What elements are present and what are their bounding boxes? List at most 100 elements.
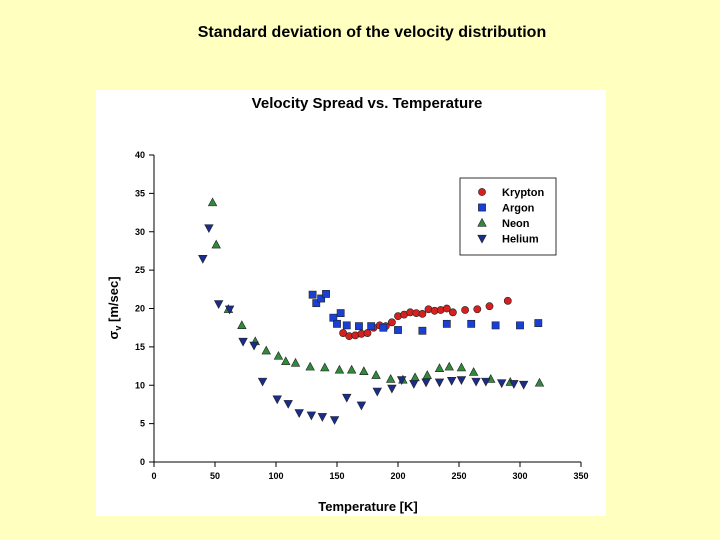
data-point-krypton xyxy=(418,309,427,318)
data-point-helium xyxy=(434,378,445,388)
legend-marker-neon xyxy=(477,217,487,227)
data-point-helium xyxy=(396,376,407,386)
data-point-helium xyxy=(342,393,352,403)
data-point-argon xyxy=(312,299,321,308)
data-point-neon xyxy=(534,377,545,387)
data-point-helium xyxy=(249,341,259,351)
data-point-krypton xyxy=(339,329,347,337)
y-axis-label-symbol: σ xyxy=(106,331,121,340)
data-point-argon xyxy=(491,321,500,330)
y-tick-label: 40 xyxy=(135,150,145,160)
data-point-argon xyxy=(355,322,363,331)
data-point-helium xyxy=(421,378,431,388)
series-argon xyxy=(308,290,543,335)
data-point-argon xyxy=(418,326,427,335)
data-point-helium xyxy=(238,337,248,347)
data-point-helium xyxy=(518,380,529,390)
data-point-argon xyxy=(342,321,351,330)
data-point-helium xyxy=(294,409,304,419)
y-tick-label: 35 xyxy=(135,188,145,198)
x-tick-label: 300 xyxy=(512,471,527,481)
data-point-neon xyxy=(281,356,291,366)
x-tick-label: 200 xyxy=(390,471,405,481)
data-point-helium xyxy=(471,377,481,387)
data-point-helium xyxy=(481,377,491,387)
data-point-helium xyxy=(213,300,224,310)
legend-label-neon: Neon xyxy=(502,218,530,230)
y-axis-label-subscript: v xyxy=(113,326,123,331)
legend: Krypton Argon Neon Helium xyxy=(459,177,557,256)
data-point-helium xyxy=(257,377,268,387)
data-point-argon xyxy=(442,319,451,328)
legend-label-krypton: Krypton xyxy=(502,187,544,199)
data-point-helium xyxy=(306,411,317,421)
data-point-neon xyxy=(273,350,284,360)
data-point-krypton xyxy=(387,318,396,327)
data-point-helium xyxy=(496,379,507,389)
y-tick-label: 20 xyxy=(135,304,145,314)
legend-marker-krypton xyxy=(478,188,486,196)
data-point-helium xyxy=(456,376,467,386)
data-point-neon xyxy=(305,361,315,371)
x-tick-label: 150 xyxy=(329,471,344,481)
data-point-helium xyxy=(204,224,214,234)
legend-marker-helium xyxy=(477,234,487,244)
data-point-helium xyxy=(198,255,208,264)
data-point-argon xyxy=(516,321,524,330)
data-point-neon xyxy=(237,320,247,329)
data-point-argon xyxy=(333,319,341,328)
data-point-krypton xyxy=(473,305,482,314)
data-point-helium xyxy=(509,380,519,389)
legend-marker-argon xyxy=(478,203,486,212)
data-point-argon xyxy=(336,309,345,318)
data-point-neon xyxy=(422,370,432,379)
data-point-neon xyxy=(346,364,357,374)
series-helium xyxy=(198,224,529,425)
x-tick-label: 0 xyxy=(151,471,156,481)
legend-box xyxy=(459,177,557,256)
data-point-argon xyxy=(394,326,402,334)
data-point-argon xyxy=(467,319,476,328)
data-point-neon xyxy=(371,370,381,379)
data-point-helium xyxy=(272,395,282,405)
data-point-helium xyxy=(224,305,235,315)
x-tick-label: 100 xyxy=(268,471,283,481)
data-point-helium xyxy=(283,400,293,409)
data-point-helium xyxy=(329,416,340,425)
data-point-neon xyxy=(320,362,330,372)
data-point-krypton xyxy=(461,306,469,314)
x-axis-label: Temperature [K] xyxy=(318,499,417,514)
chart-title: Velocity Spread vs. Temperature xyxy=(252,95,483,112)
chart-panel: Velocity Spread vs. Temperature 0 50 100 15… xyxy=(96,90,606,516)
y-axis-label: σv [m/sec] xyxy=(106,276,123,339)
data-point-argon xyxy=(367,322,376,331)
y-tick-label: 0 xyxy=(140,457,145,467)
data-point-argon xyxy=(317,294,326,303)
data-point-neon xyxy=(290,357,301,367)
data-point-krypton xyxy=(448,308,457,317)
data-point-neon xyxy=(261,345,271,355)
data-point-krypton xyxy=(442,304,451,313)
data-point-argon xyxy=(308,290,317,299)
data-point-helium xyxy=(409,380,419,389)
y-tick-label: 30 xyxy=(135,227,145,237)
y-tick-label: 5 xyxy=(140,419,145,429)
axes: 0 50 100 150 200 250 300 350 0 5 10 15 20 25 30 35 40 xyxy=(135,150,589,481)
data-point-argon xyxy=(534,319,543,327)
data-point-helium xyxy=(317,413,328,422)
data-point-krypton xyxy=(485,302,494,311)
data-point-helium xyxy=(387,384,397,394)
slide-title: Standard deviation of the velocity distr… xyxy=(197,24,547,41)
x-tick-label: 50 xyxy=(210,471,220,481)
data-point-argon xyxy=(322,290,330,298)
y-axis-label-unit: [m/sec] xyxy=(106,276,121,325)
data-point-krypton xyxy=(503,296,512,305)
x-tick-label: 250 xyxy=(451,471,466,481)
data-point-neon xyxy=(444,361,454,371)
data-point-neon xyxy=(211,239,221,249)
legend-label-helium: Helium xyxy=(502,234,539,246)
data-point-neon xyxy=(456,362,467,372)
y-tick-label: 25 xyxy=(135,265,145,275)
legend-label-argon: Argon xyxy=(502,203,535,215)
data-point-neon xyxy=(334,364,345,374)
